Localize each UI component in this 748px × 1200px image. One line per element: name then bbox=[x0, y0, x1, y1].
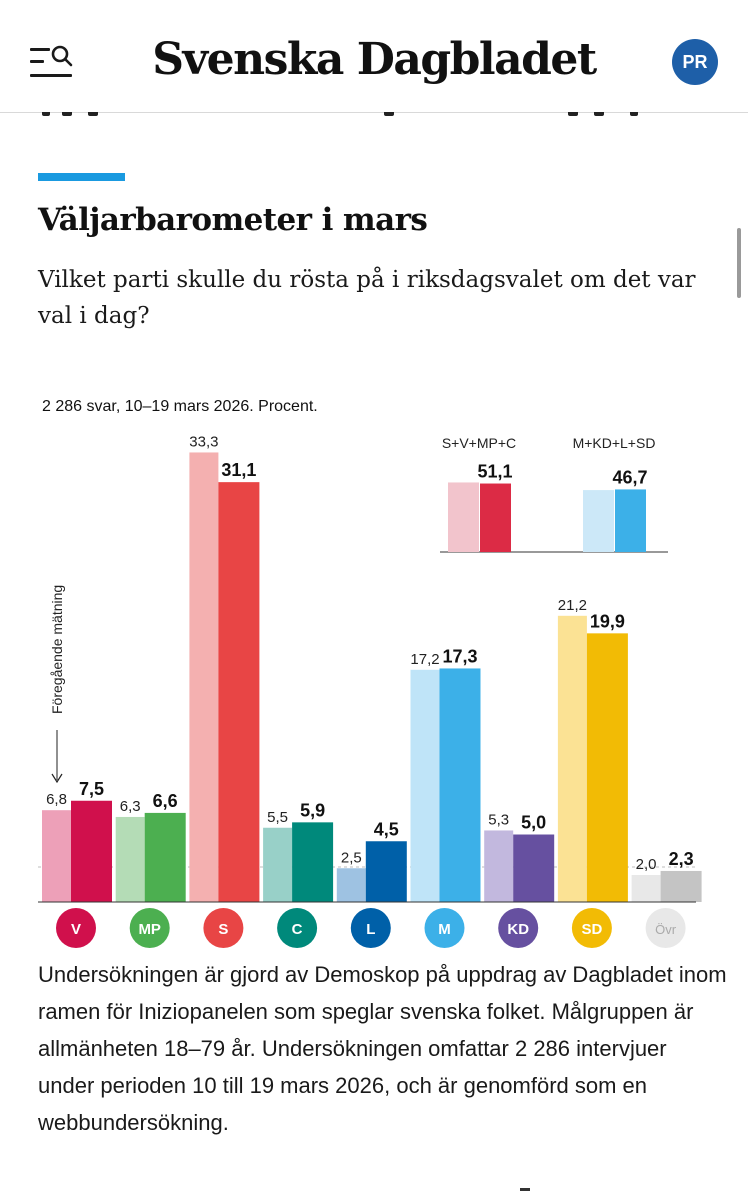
party-badge-label: C bbox=[292, 921, 303, 938]
value-label-previous: 5,3 bbox=[488, 811, 509, 828]
site-logo[interactable]: Svenska Dagbladet bbox=[152, 34, 597, 85]
value-label-previous: 2,0 bbox=[636, 856, 657, 873]
bar-previous-m bbox=[410, 669, 440, 902]
value-label-previous: 2,5 bbox=[341, 849, 362, 866]
party-badge-sd bbox=[571, 908, 612, 948]
bar-current-s bbox=[218, 482, 260, 902]
previous-measurement-label: Föregående mätning bbox=[49, 585, 65, 714]
party-badge-kd bbox=[498, 908, 539, 948]
value-label-previous: 5,5 bbox=[267, 809, 288, 826]
inset-bar-previous bbox=[583, 490, 614, 552]
bar-previous-sd bbox=[557, 615, 587, 902]
inset-bloc-label: M+KD+L+SD bbox=[573, 435, 656, 451]
bar-previous-kd bbox=[484, 830, 514, 902]
section-accent-bar bbox=[38, 173, 125, 181]
bar-current-mp bbox=[144, 812, 186, 902]
value-label-current: 17,3 bbox=[442, 646, 477, 666]
bar-current-sd bbox=[586, 633, 628, 902]
party-badge-label: MP bbox=[138, 921, 161, 938]
bar-current-kd bbox=[513, 834, 555, 902]
bar-current-c bbox=[292, 822, 334, 902]
party-badge-label: KD bbox=[507, 921, 529, 938]
menu-line-icon bbox=[30, 48, 50, 51]
arrow-down-icon bbox=[51, 773, 63, 784]
value-label-previous: 6,8 bbox=[46, 791, 67, 808]
bar-previous-övr bbox=[631, 875, 661, 902]
bar-previous-v bbox=[42, 810, 71, 902]
value-label-current: 7,5 bbox=[79, 779, 104, 799]
value-label-current: 31,1 bbox=[221, 460, 256, 480]
party-badge-label: S bbox=[218, 921, 228, 938]
inset-bar-current bbox=[480, 483, 511, 552]
bar-current-v bbox=[71, 800, 112, 902]
value-label-previous: 17,2 bbox=[410, 651, 439, 668]
value-label-current: 4,5 bbox=[374, 819, 399, 839]
chart-title: Väljarbarometer i mars bbox=[38, 202, 428, 238]
site-header: Svenska Dagbladet PR bbox=[0, 0, 748, 113]
value-label-current: 19,9 bbox=[590, 611, 625, 631]
scrollbar[interactable] bbox=[737, 228, 741, 298]
value-label-previous: 33,3 bbox=[189, 433, 218, 450]
party-badge-övr bbox=[645, 908, 686, 948]
party-badge-m bbox=[424, 908, 465, 948]
party-badge-l bbox=[350, 908, 391, 948]
user-avatar[interactable]: PR bbox=[672, 39, 718, 85]
previous-paragraph-cutoff bbox=[38, 112, 638, 122]
bar-previous-s bbox=[189, 452, 219, 902]
party-badge-label: L bbox=[366, 921, 375, 938]
search-icon bbox=[51, 45, 73, 67]
value-label-current: 2,3 bbox=[669, 849, 694, 869]
survey-description: Undersökningen är gjord av Demoskop på u… bbox=[38, 962, 727, 1135]
bar-previous-l bbox=[336, 868, 366, 902]
value-label-previous: 6,3 bbox=[120, 798, 141, 815]
inset-bar-previous bbox=[448, 482, 479, 552]
next-paragraph-cutoff bbox=[520, 1188, 530, 1191]
chart-note: 2 286 svar, 10–19 mars 2026. Procent. bbox=[42, 398, 318, 415]
party-bar-chart: 6,8 7,5 V 6,3 6,6 MP 33,331,1 S 5,5 5,9 C 2,5 4,5 L 17… bbox=[38, 433, 702, 948]
value-label-current: 6,6 bbox=[153, 791, 178, 811]
inset-bar-current bbox=[615, 489, 646, 552]
menu-line-icon bbox=[30, 60, 44, 63]
party-badge-label: Övr bbox=[655, 922, 677, 937]
bar-previous-c bbox=[263, 827, 293, 902]
party-badge-mp bbox=[129, 908, 170, 948]
inset-value-label: 51,1 bbox=[477, 462, 512, 482]
party-badge-label: V bbox=[71, 921, 81, 938]
party-badge-v bbox=[56, 908, 96, 948]
value-label-current: 5,9 bbox=[300, 800, 325, 820]
party-badge-label: SD bbox=[581, 921, 602, 938]
bar-current-m bbox=[439, 668, 481, 902]
party-badge-c bbox=[277, 908, 318, 948]
chart-subtitle: Vilket parti skulle du rösta på i riksda… bbox=[38, 267, 696, 329]
bar-previous-mp bbox=[115, 816, 145, 902]
menu-line-icon bbox=[30, 74, 72, 77]
bar-current-övr bbox=[660, 870, 702, 902]
party-badge-label: M bbox=[438, 921, 451, 938]
value-label-current: 5,0 bbox=[521, 813, 546, 833]
inset-value-label: 46,7 bbox=[612, 467, 647, 487]
value-label-previous: 21,2 bbox=[558, 597, 587, 614]
menu-search-button[interactable] bbox=[28, 44, 76, 80]
party-badge-s bbox=[203, 908, 244, 948]
bar-current-l bbox=[365, 841, 407, 902]
inset-bloc-label: S+V+MP+C bbox=[442, 435, 516, 451]
